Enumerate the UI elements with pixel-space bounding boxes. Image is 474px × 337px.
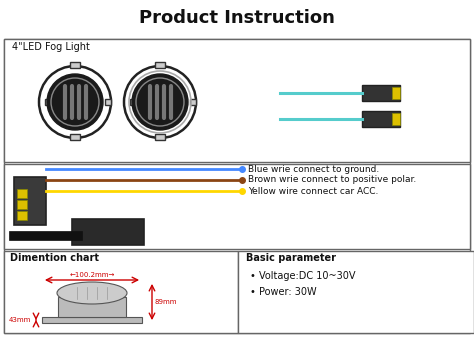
FancyBboxPatch shape	[155, 62, 165, 68]
FancyBboxPatch shape	[392, 87, 400, 99]
FancyBboxPatch shape	[17, 200, 27, 209]
FancyBboxPatch shape	[105, 99, 111, 105]
FancyBboxPatch shape	[392, 113, 400, 125]
FancyBboxPatch shape	[155, 134, 165, 140]
FancyBboxPatch shape	[4, 39, 470, 162]
Text: ←100.2mm→: ←100.2mm→	[69, 272, 115, 278]
FancyBboxPatch shape	[190, 99, 196, 105]
Ellipse shape	[57, 282, 127, 304]
Text: • Power: 30W: • Power: 30W	[250, 287, 317, 297]
Text: Product Instruction: Product Instruction	[139, 9, 335, 27]
FancyBboxPatch shape	[70, 62, 80, 68]
Text: 89mm: 89mm	[155, 299, 177, 305]
FancyBboxPatch shape	[58, 297, 126, 317]
Text: Basic parameter: Basic parameter	[246, 253, 336, 263]
Text: 43mm: 43mm	[9, 317, 31, 323]
Text: Dimention chart: Dimention chart	[10, 253, 99, 263]
FancyBboxPatch shape	[45, 99, 51, 105]
FancyBboxPatch shape	[14, 177, 46, 225]
FancyBboxPatch shape	[130, 99, 136, 105]
FancyBboxPatch shape	[362, 111, 400, 127]
Circle shape	[132, 74, 188, 130]
FancyBboxPatch shape	[17, 211, 27, 220]
Circle shape	[47, 74, 103, 130]
Text: • Voltage:DC 10~30V: • Voltage:DC 10~30V	[250, 271, 356, 281]
FancyBboxPatch shape	[70, 134, 80, 140]
FancyBboxPatch shape	[42, 317, 142, 323]
FancyBboxPatch shape	[17, 189, 27, 198]
FancyBboxPatch shape	[362, 85, 400, 101]
FancyBboxPatch shape	[238, 251, 474, 333]
FancyBboxPatch shape	[4, 164, 470, 249]
FancyBboxPatch shape	[72, 219, 144, 245]
FancyBboxPatch shape	[4, 251, 238, 333]
Text: Yellow wire connect car ACC.: Yellow wire connect car ACC.	[248, 186, 378, 195]
Text: Brown wrie connect to positive polar.: Brown wrie connect to positive polar.	[248, 176, 416, 184]
Text: Blue wrie connect to ground.: Blue wrie connect to ground.	[248, 164, 379, 174]
FancyBboxPatch shape	[4, 39, 470, 333]
Text: 4"LED Fog Light: 4"LED Fog Light	[12, 42, 90, 52]
